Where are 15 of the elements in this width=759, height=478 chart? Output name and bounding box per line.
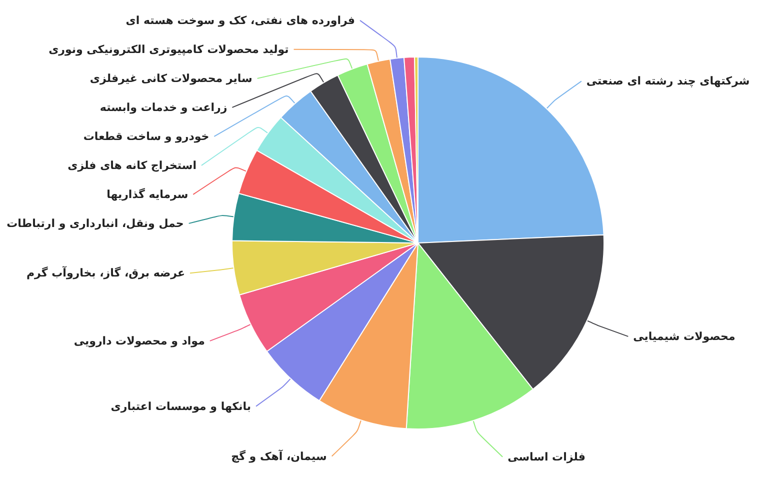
slice-label: مواد و محصولات دارویی (74, 334, 205, 348)
slice-label: سایر محصولات کانی غیرفلزی (90, 72, 252, 85)
slice-label: شرکتهای چند رشته ای صنعتی (586, 74, 750, 88)
slice-label: بانکها و موسسات اعتباری (110, 400, 252, 413)
slice-label: محصولات شیمیایی (633, 330, 736, 343)
slice-label: عرضه برق، گاز، بخاروآب گرم (26, 266, 185, 280)
slice-label: زراعت و خدمات وابسته (100, 100, 228, 114)
slice-label: سرمایه گذاریها (106, 188, 188, 201)
slice-label: فراورده های نفتی، کک و سوخت هسته ای (126, 14, 356, 27)
slice-label: خودرو و ساخت قطعات (83, 130, 210, 143)
slice-label: استخراج کانه های فلزی (68, 158, 196, 172)
slice-label: تولید محصولات کامپیوتری الکترونیکی ونوری (48, 42, 289, 56)
slice-label: حمل ونقل، انبارداری و ارتباطات (6, 216, 184, 230)
slice-label: فلزات اساسی (508, 450, 586, 464)
slice-label: سیمان، آهک و گچ (231, 448, 327, 463)
